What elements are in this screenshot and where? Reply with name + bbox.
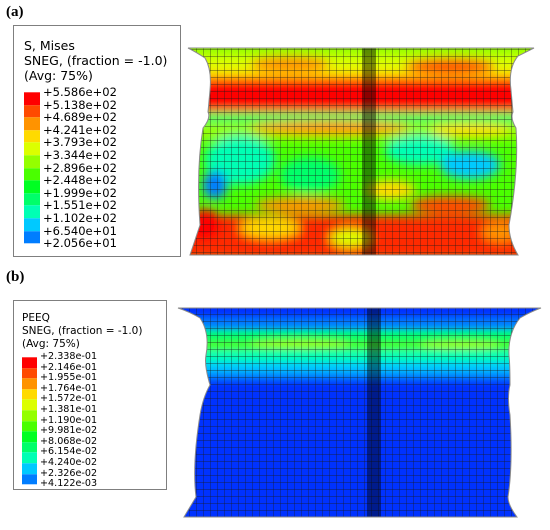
legend-value: +1.999e+02 xyxy=(43,185,117,200)
legend-value: +2.338e-01 xyxy=(40,351,98,362)
legend-color-swatch xyxy=(22,452,37,464)
legend-value: +4.241e+02 xyxy=(43,122,117,137)
legend-value: +2.056e+01 xyxy=(43,236,117,251)
legend-value: +1.190e-01 xyxy=(40,414,98,426)
legend-value: +8.068e-02 xyxy=(40,435,98,447)
legend-color-swatch xyxy=(24,167,40,181)
legend-value: +2.896e+02 xyxy=(43,160,117,175)
legend-value: +1.572e-01 xyxy=(40,393,98,405)
legend-value: +5.138e+02 xyxy=(43,97,117,112)
legend-color-swatch xyxy=(24,92,40,105)
legend-header: PEEQ SNEG, (fraction = -1.0) (Avg: 75%) xyxy=(22,312,142,351)
legend-value: +1.764e-01 xyxy=(40,382,98,394)
legend-color-swatch xyxy=(22,420,37,432)
legend-color-swatch xyxy=(24,117,40,131)
legend-value: +4.122e-03 xyxy=(40,478,98,490)
legend-section-info: SNEG, (fraction = -1.0) xyxy=(24,53,168,68)
legend-color-swatch xyxy=(22,431,37,443)
legend-color-swatch xyxy=(22,442,37,453)
legend-value: +1.381e-01 xyxy=(40,403,98,415)
legend-value: +2.448e+02 xyxy=(43,173,117,188)
legend-color-swatch xyxy=(22,473,37,485)
legend-value: +1.955e-01 xyxy=(40,372,98,384)
legend-color-swatch xyxy=(24,205,40,219)
peeq-contour-plot xyxy=(177,307,542,518)
legend-averaging-info: (Avg: 75%) xyxy=(24,68,93,83)
legend-color-swatch xyxy=(24,180,40,194)
legend-color-swatch xyxy=(22,410,37,421)
legend-variable-name: S, Mises xyxy=(24,38,75,53)
legend-header: S, Mises SNEG, (fraction = -1.0) (Avg: 7… xyxy=(24,38,167,83)
legend-value: +9.981e-02 xyxy=(40,425,98,437)
legend-value: +1.102e+02 xyxy=(43,210,117,225)
legend-value: +2.326e-02 xyxy=(40,467,98,479)
mises-stress-legend: S, Mises SNEG, (fraction = -1.0) (Avg: 7… xyxy=(13,25,181,257)
legend-value: +1.551e+02 xyxy=(43,198,117,213)
legend-color-swatch xyxy=(22,399,37,411)
panel-label: (a) xyxy=(6,4,24,20)
legend-color-swatch xyxy=(24,142,40,156)
panel-b-equivalent-plastic-strain: (b) PEEQ SNEG, (fraction = -1.0) (Avg: 7… xyxy=(0,265,550,530)
peeq-legend: PEEQ SNEG, (fraction = -1.0) (Avg: 75%) … xyxy=(13,300,167,490)
legend-color-swatch xyxy=(22,367,37,379)
legend-value: +2.146e-01 xyxy=(40,361,98,373)
legend-color-swatch xyxy=(22,357,37,368)
legend-value: +6.154e-02 xyxy=(40,446,98,458)
legend-color-swatch xyxy=(22,378,37,390)
legend-value: +4.240e-02 xyxy=(40,456,98,468)
legend-color-swatch xyxy=(24,193,40,206)
legend-value: +4.689e+02 xyxy=(43,110,117,125)
legend-color-swatch xyxy=(22,463,37,474)
panel-label: (b) xyxy=(6,269,25,285)
legend-value: +6.540e+01 xyxy=(43,223,117,238)
legend-color-swatch xyxy=(24,230,40,244)
legend-value: +3.793e+02 xyxy=(43,135,117,150)
legend-value: +3.344e+02 xyxy=(43,147,117,162)
legend-color-swatch xyxy=(24,130,40,143)
legend-section-info: SNEG, (fraction = -1.0) xyxy=(22,325,143,337)
legend-color-swatch xyxy=(24,218,40,231)
panel-a-mises-stress: (a) S, Mises SNEG, (fraction = -1.0) (Av… xyxy=(6,4,535,257)
mises-stress-contour-plot xyxy=(187,47,535,256)
legend-color-swatch xyxy=(22,389,37,400)
legend-averaging-info: (Avg: 75%) xyxy=(22,338,80,350)
legend-color-swatch xyxy=(24,104,40,118)
legend-variable-name: PEEQ xyxy=(22,312,50,324)
legend-color-swatch xyxy=(24,155,40,168)
legend-value: +5.586e+02 xyxy=(43,85,117,99)
